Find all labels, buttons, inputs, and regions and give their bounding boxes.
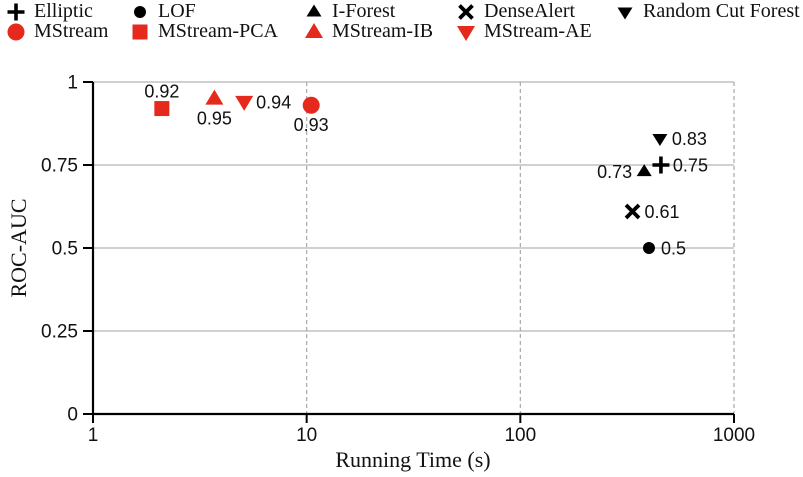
legend-label-mstream-pca: MStream-PCA bbox=[158, 20, 278, 42]
legend-marker-mstream-ae bbox=[457, 25, 475, 41]
point-lof bbox=[642, 242, 655, 254]
legend-marker-elliptic bbox=[7, 3, 25, 20]
legend-marker-lof bbox=[134, 5, 146, 18]
legend-label-mstream: MStream bbox=[34, 20, 109, 42]
circle-marker-icon bbox=[7, 23, 25, 40]
triangle-up-marker-icon bbox=[306, 4, 322, 16]
legend-item-mstream-ae: MStream-AE bbox=[457, 21, 592, 42]
legend-marker-densealert bbox=[458, 3, 474, 20]
legend-marker-random-cut-forest bbox=[617, 7, 633, 19]
x-marker-icon bbox=[458, 3, 474, 20]
axes-layer: 0 0.25 0.5 0.75 1 1 10 100 1000 bbox=[41, 73, 755, 447]
point-mstream-ae bbox=[235, 95, 254, 111]
point-mstream-ib bbox=[205, 89, 224, 105]
legend-item-random-cut-forest: Random Cut Forest bbox=[616, 1, 800, 22]
x-tick-label-100: 100 bbox=[504, 425, 536, 446]
point-label-mstream-pca: 0.92 bbox=[144, 82, 179, 102]
chart-legend: Elliptic LOF I-Forest DenseAlert Random Cut … bbox=[0, 0, 803, 46]
legend-item-mstream-pca: MStream-PCA bbox=[131, 21, 278, 42]
legend-label-random-cut-forest: Random Cut Forest bbox=[643, 0, 800, 22]
plus-marker-icon bbox=[7, 3, 25, 20]
y-tick-label-1: 1 bbox=[67, 73, 78, 94]
point-i-forest bbox=[636, 164, 652, 177]
point-label-i-forest: 0.73 bbox=[597, 162, 632, 182]
point-random-cut-forest bbox=[652, 133, 668, 146]
legend-item-mstream: MStream bbox=[7, 21, 108, 42]
triangle-down-marker-icon bbox=[617, 7, 633, 19]
point-label-elliptic: 0.75 bbox=[673, 156, 708, 176]
legend-label-elliptic: Elliptic bbox=[34, 0, 93, 22]
x-tick-label-1000: 1000 bbox=[713, 425, 755, 446]
point-label-random-cut-forest: 0.83 bbox=[672, 129, 707, 149]
y-tick-label-0.75: 0.75 bbox=[41, 156, 78, 177]
circle-marker-icon bbox=[134, 5, 146, 18]
legend-item-i-forest: I-Forest bbox=[305, 1, 395, 22]
legend-label-lof: LOF bbox=[158, 0, 196, 22]
legend-marker-i-forest bbox=[306, 4, 322, 16]
x-axis-title: Running Time (s) bbox=[335, 447, 490, 472]
points-layer: 0.75 0.5 0.73 0.61 0.83 0.93 0.92 0.95 0.94 bbox=[144, 82, 708, 259]
legend-item-mstream-ib: MStream-IB bbox=[305, 21, 433, 42]
point-mstream bbox=[302, 96, 320, 114]
point-densealert bbox=[624, 203, 641, 220]
point-mstream-pca bbox=[154, 101, 170, 117]
legend-label-i-forest: I-Forest bbox=[332, 0, 396, 22]
y-tick-label-0.5: 0.5 bbox=[52, 239, 78, 260]
point-label-mstream: 0.93 bbox=[294, 115, 329, 135]
point-label-densealert: 0.61 bbox=[645, 202, 680, 222]
triangle-down-marker-icon bbox=[457, 25, 475, 41]
legend-label-mstream-ae: MStream-AE bbox=[484, 20, 592, 42]
legend-item-elliptic: Elliptic bbox=[7, 1, 93, 22]
x-tick-label-1: 1 bbox=[88, 425, 99, 446]
point-elliptic bbox=[652, 156, 670, 174]
legend-item-lof: LOF bbox=[131, 1, 196, 22]
y-tick-label-0.25: 0.25 bbox=[41, 322, 78, 343]
legend-marker-mstream bbox=[7, 23, 25, 40]
point-label-mstream-ae: 0.94 bbox=[256, 92, 291, 112]
y-axis-title: ROC-AUC bbox=[6, 198, 31, 297]
x-tick-label-10: 10 bbox=[296, 425, 317, 446]
grid-layer bbox=[93, 81, 735, 414]
triangle-up-marker-icon bbox=[305, 22, 323, 38]
y-tick-label-0: 0 bbox=[67, 405, 78, 426]
legend-item-densealert: DenseAlert bbox=[457, 1, 575, 22]
legend-marker-mstream-ib bbox=[305, 22, 323, 38]
legend-label-mstream-ib: MStream-IB bbox=[332, 20, 434, 42]
point-label-lof: 0.5 bbox=[661, 239, 686, 259]
point-label-mstream-ib: 0.95 bbox=[197, 109, 232, 129]
square-marker-icon bbox=[132, 24, 148, 39]
legend-marker-mstream-pca bbox=[132, 24, 148, 39]
legend-label-densealert: DenseAlert bbox=[484, 0, 576, 22]
